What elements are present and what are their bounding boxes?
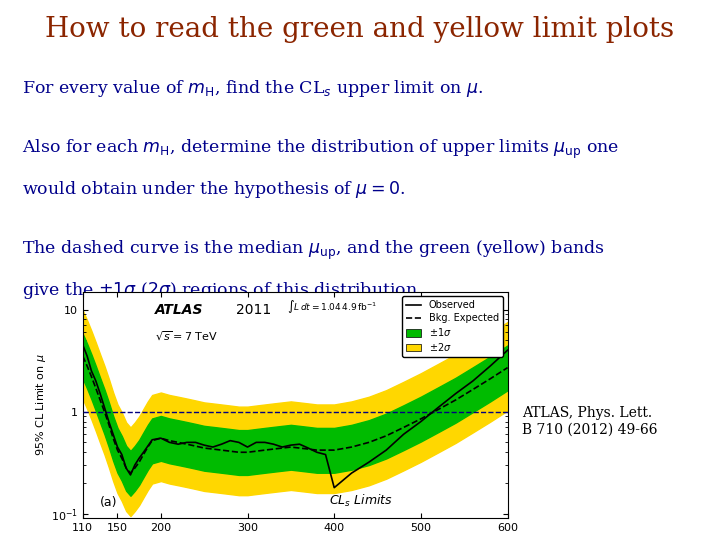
Text: $\sqrt{s}=7$ TeV: $\sqrt{s}=7$ TeV (155, 330, 218, 343)
Text: $CL_s$ Limits: $CL_s$ Limits (329, 493, 393, 509)
Text: 2011: 2011 (235, 303, 271, 317)
Text: Also for each $m_\mathrm{H}$, determine the distribution of upper limits $\mu_\m: Also for each $m_\mathrm{H}$, determine … (22, 138, 618, 161)
Text: give the $\pm 1\sigma$ ($2\sigma$) regions of this distribution.: give the $\pm 1\sigma$ ($2\sigma$) regio… (22, 280, 422, 301)
Text: For every value of $m_\mathrm{H}$, find the CL$_s$ upper limit on $\mu$.: For every value of $m_\mathrm{H}$, find … (22, 78, 483, 99)
Y-axis label: 95% CL Limit on $\mu$: 95% CL Limit on $\mu$ (34, 354, 48, 456)
Text: ATLAS, Phys. Lett.
B 710 (2012) 49-66: ATLAS, Phys. Lett. B 710 (2012) 49-66 (522, 406, 657, 436)
Text: (a): (a) (100, 496, 117, 509)
Text: would obtain under the hypothesis of $\mu = 0$.: would obtain under the hypothesis of $\m… (22, 179, 405, 200)
Text: The dashed curve is the median $\mu_\mathrm{up}$, and the green (yellow) bands: The dashed curve is the median $\mu_\mat… (22, 239, 605, 262)
Text: $\int L\,dt = 1.04\,4.9\,\mathrm{fb}^{-1}$: $\int L\,dt = 1.04\,4.9\,\mathrm{fb}^{-1… (287, 299, 377, 315)
X-axis label: $m_H$ [GeV]: $m_H$ [GeV] (266, 539, 325, 540)
Text: ATLAS: ATLAS (155, 303, 204, 317)
Legend: Observed, Bkg. Expected, $\pm 1\sigma$, $\pm 2\sigma$: Observed, Bkg. Expected, $\pm 1\sigma$, … (402, 296, 503, 357)
Text: How to read the green and yellow limit plots: How to read the green and yellow limit p… (45, 16, 675, 43)
